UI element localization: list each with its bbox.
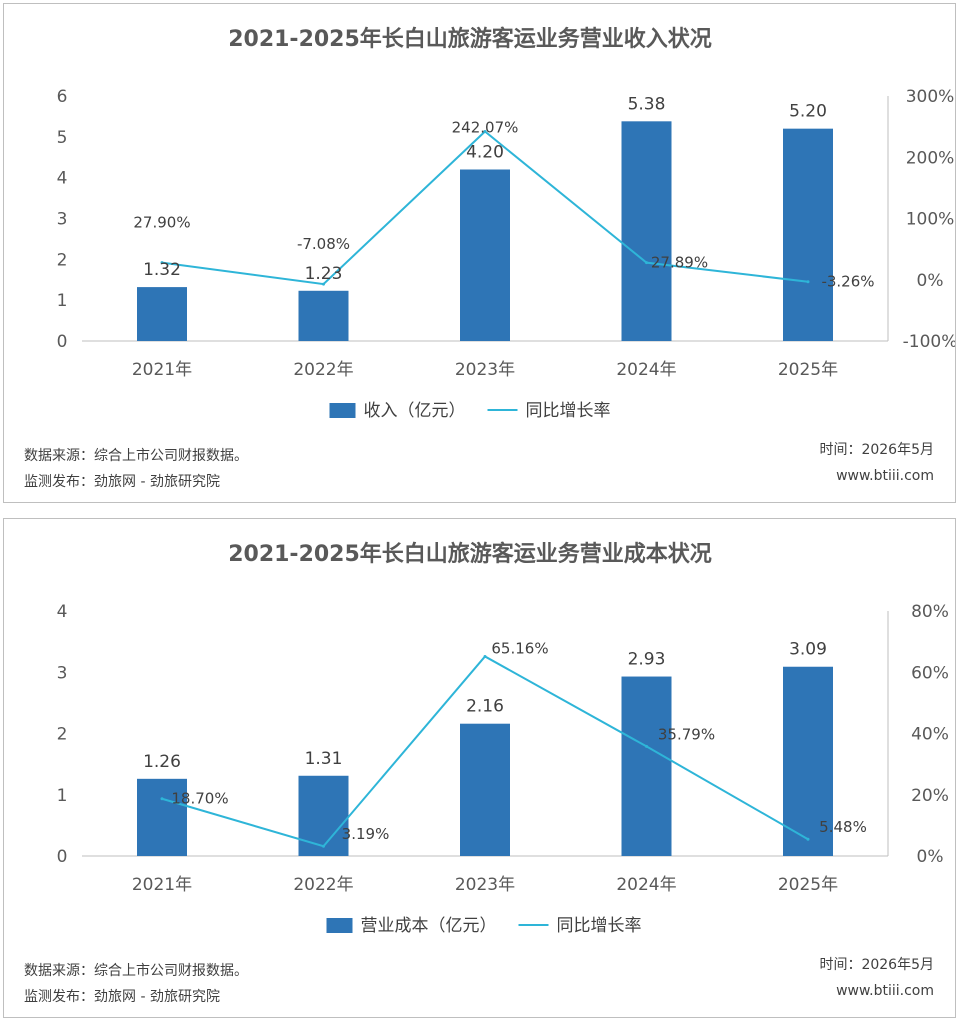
revenue-chart: 2021-2025年长白山旅游客运业务营业收入状况 0 1 2 3 4 5 6 -100% 0% 1… bbox=[24, 26, 955, 490]
left-axis-tick: 1 bbox=[57, 786, 68, 806]
bar bbox=[137, 778, 187, 856]
bar-value-label: 3.09 bbox=[789, 640, 827, 660]
bar bbox=[460, 723, 510, 856]
growth-rate-label: 3.19% bbox=[342, 825, 390, 843]
category-label: 2021年 bbox=[132, 875, 192, 895]
legend-bar-swatch bbox=[329, 403, 356, 418]
growth-rate-point bbox=[645, 744, 648, 748]
footer-site: www.btiii.com bbox=[836, 983, 934, 999]
category-label: 2021年 bbox=[132, 360, 192, 380]
growth-rate-point bbox=[160, 261, 164, 265]
chart-title: 2021-2025年长白山旅游客运业务营业成本状况 bbox=[228, 541, 712, 567]
category-label: 2023年 bbox=[455, 875, 515, 895]
bar bbox=[298, 775, 349, 856]
right-axis-tick: 0% bbox=[917, 847, 944, 867]
growth-rate-label: 35.79% bbox=[658, 725, 715, 743]
bar bbox=[460, 169, 510, 341]
bar bbox=[137, 287, 187, 341]
growth-rate-point bbox=[483, 129, 487, 133]
legend-bar-label: 营业成本（亿元） bbox=[361, 916, 497, 936]
growth-rate-label: 27.89% bbox=[651, 254, 708, 272]
left-axis-tick: 2 bbox=[57, 725, 68, 745]
bar-value-label: 5.38 bbox=[628, 94, 666, 114]
growth-rate-point bbox=[806, 837, 810, 841]
category-label: 2024年 bbox=[616, 360, 676, 380]
growth-rate-label: -7.08% bbox=[297, 235, 350, 253]
category-label: 2025年 bbox=[778, 360, 838, 380]
bar-value-label: 5.20 bbox=[789, 102, 827, 122]
footer-publisher: 监测发布：劲旅网 - 劲旅研究院 bbox=[24, 474, 220, 490]
bar-value-label: 1.32 bbox=[143, 260, 181, 280]
bar bbox=[621, 121, 672, 341]
right-axis-tick: 80% bbox=[911, 602, 949, 622]
left-axis-tick: 0 bbox=[57, 332, 68, 352]
category-label: 2022年 bbox=[293, 360, 353, 380]
category-label: 2022年 bbox=[293, 875, 353, 895]
footer-site: www.btiii.com bbox=[836, 468, 934, 484]
bar-value-label: 2.93 bbox=[628, 650, 666, 670]
growth-rate-point bbox=[322, 844, 325, 848]
right-axis-tick: 200% bbox=[906, 148, 955, 168]
bar-value-label: 1.31 bbox=[305, 749, 343, 769]
left-axis-tick: 4 bbox=[57, 602, 68, 622]
growth-rate-label: 242.07% bbox=[452, 118, 519, 136]
growth-rate-point bbox=[483, 654, 487, 658]
left-axis-tick: 5 bbox=[57, 128, 68, 148]
chart-title: 2021-2025年长白山旅游客运业务营业收入状况 bbox=[228, 26, 712, 52]
growth-rate-label: 65.16% bbox=[491, 639, 548, 657]
right-axis-tick: 100% bbox=[906, 210, 955, 230]
left-axis-tick: 3 bbox=[57, 663, 68, 683]
legend-bar-label: 收入（亿元） bbox=[364, 401, 466, 421]
footer-time: 时间：2026年5月 bbox=[819, 442, 934, 458]
left-axis-tick: 6 bbox=[57, 87, 68, 107]
left-axis-tick: 2 bbox=[57, 250, 68, 270]
right-axis-tick: 60% bbox=[911, 663, 949, 683]
cost-chart: 2021-2025年长白山旅游客运业务营业成本状况012340%20%40%60… bbox=[24, 541, 949, 1005]
left-axis-tick: 1 bbox=[57, 291, 68, 311]
right-axis-tick: 40% bbox=[911, 725, 949, 745]
bar bbox=[621, 676, 672, 856]
footer-source: 数据来源：综合上市公司财报数据。 bbox=[24, 962, 248, 979]
right-axis-tick: 0% bbox=[917, 271, 944, 291]
growth-rate-label: 27.90% bbox=[133, 214, 190, 232]
footer-time: 时间：2026年5月 bbox=[819, 957, 934, 973]
legend-line-label: 同比增长率 bbox=[557, 916, 642, 936]
growth-rate-point bbox=[645, 261, 648, 265]
bar-value-label: 1.26 bbox=[143, 752, 181, 772]
bar bbox=[783, 666, 833, 856]
legend-bar-swatch bbox=[326, 918, 353, 933]
revenue-chart-panel: 2021-2025年长白山旅游客运业务营业收入状况 0 1 2 3 4 5 6 -100% 0% 1… bbox=[3, 3, 956, 503]
growth-rate-label: 5.48% bbox=[819, 818, 867, 836]
bar bbox=[298, 290, 349, 341]
right-axis-tick: -100% bbox=[903, 332, 955, 352]
category-label: 2024年 bbox=[616, 875, 676, 895]
growth-rate-point bbox=[322, 282, 325, 286]
cost-chart-panel: 2021-2025年长白山旅游客运业务营业成本状况 0 1 2 3 4 0% 20% 40% 60… bbox=[3, 518, 956, 1018]
bar bbox=[783, 128, 833, 341]
bar-value-label: 2.16 bbox=[466, 697, 504, 717]
bar-value-label: 1.23 bbox=[305, 264, 343, 284]
growth-rate-point bbox=[806, 280, 810, 284]
growth-rate-label: 18.70% bbox=[171, 790, 228, 808]
bar-value-label: 4.20 bbox=[466, 143, 504, 163]
footer-source: 数据来源：综合上市公司财报数据。 bbox=[24, 447, 248, 464]
left-axis-tick: 3 bbox=[57, 210, 68, 230]
left-axis-tick: 0 bbox=[57, 847, 68, 867]
category-label: 2023年 bbox=[455, 360, 515, 380]
left-axis-tick: 4 bbox=[57, 169, 68, 189]
right-axis-tick: 300% bbox=[906, 87, 955, 107]
category-label: 2025年 bbox=[778, 875, 838, 895]
right-axis-tick: 20% bbox=[911, 786, 949, 806]
footer-publisher: 监测发布：劲旅网 - 劲旅研究院 bbox=[24, 989, 220, 1005]
legend-line-label: 同比增长率 bbox=[526, 401, 611, 421]
growth-rate-label: -3.26% bbox=[821, 273, 874, 291]
growth-rate-point bbox=[160, 797, 164, 801]
